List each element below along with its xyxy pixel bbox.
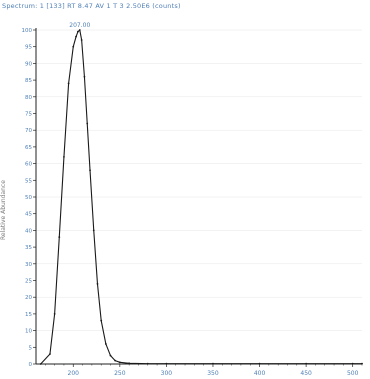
data-point bbox=[104, 343, 107, 345]
data-point bbox=[146, 362, 149, 365]
y-tick-label: 70 bbox=[25, 128, 32, 134]
y-tick-label: 35 bbox=[25, 245, 32, 251]
x-tick-label: 350 bbox=[207, 370, 219, 377]
peak-label: 207.00 bbox=[69, 22, 90, 29]
data-point bbox=[53, 313, 56, 315]
data-point bbox=[128, 362, 131, 365]
data-point bbox=[78, 29, 81, 31]
data-point bbox=[212, 362, 214, 365]
data-point bbox=[58, 236, 61, 238]
y-tick-label: 15 bbox=[25, 312, 32, 318]
y-tick-label: 5 bbox=[29, 345, 33, 351]
y-tick-label: 45 bbox=[25, 212, 32, 218]
x-tick-label: 400 bbox=[254, 370, 266, 377]
data-point bbox=[118, 361, 121, 364]
series-layer bbox=[39, 29, 363, 365]
y-tick-label: 55 bbox=[25, 178, 32, 184]
y-tick-label: 75 bbox=[25, 112, 32, 118]
data-point bbox=[75, 35, 77, 38]
y-tick-label: 65 bbox=[25, 145, 32, 151]
y-tick-label: 60 bbox=[25, 162, 32, 168]
data-point bbox=[89, 169, 91, 172]
x-tick-label: 300 bbox=[161, 370, 173, 377]
y-tick-label: 30 bbox=[25, 262, 32, 268]
ticks-layer: 0 5 10 15 20 25 30 35 40 45 50 55 60 65 70 75 80 85 90 95 10… bbox=[22, 28, 363, 377]
data-point bbox=[80, 39, 83, 41]
data-point bbox=[361, 362, 363, 365]
y-tick-label: 80 bbox=[25, 95, 32, 101]
data-point bbox=[114, 359, 117, 362]
x-tick-label: 250 bbox=[114, 370, 126, 377]
data-point bbox=[109, 354, 112, 357]
data-point bbox=[63, 156, 65, 158]
data-point bbox=[67, 82, 70, 85]
x-tick-label: 500 bbox=[347, 370, 359, 377]
data-point bbox=[72, 45, 75, 48]
data-point bbox=[258, 362, 261, 365]
data-point bbox=[96, 282, 99, 285]
grid-layer bbox=[36, 29, 362, 331]
data-point bbox=[49, 353, 51, 355]
data-point bbox=[86, 122, 89, 125]
data-point bbox=[83, 75, 86, 78]
data-point bbox=[351, 362, 354, 365]
y-tick-label: 50 bbox=[25, 195, 32, 201]
data-point bbox=[39, 363, 42, 365]
data-point bbox=[77, 30, 79, 33]
data-point bbox=[165, 362, 168, 365]
y-tick-label: 100 bbox=[22, 28, 33, 34]
data-point bbox=[100, 319, 103, 322]
x-tick-label: 200 bbox=[68, 370, 80, 377]
data-point bbox=[92, 229, 95, 232]
x-tick-label: 450 bbox=[300, 370, 312, 377]
y-tick-label: 10 bbox=[25, 329, 32, 335]
y-tick-label: 40 bbox=[25, 228, 32, 234]
y-tick-label: 20 bbox=[25, 295, 32, 301]
y-tick-label: 85 bbox=[25, 78, 32, 84]
label-layer: 207.00 bbox=[69, 22, 90, 29]
y-tick-label: 0 bbox=[29, 362, 33, 368]
data-point bbox=[305, 362, 308, 365]
y-tick-label: 95 bbox=[25, 45, 32, 51]
spectrum-header: Spectrum: 1 [133] RT 8.47 AV 1 T 3 2.50E… bbox=[2, 2, 181, 10]
y-tick-label: 90 bbox=[25, 61, 32, 67]
y-tick-label: 25 bbox=[25, 279, 32, 285]
